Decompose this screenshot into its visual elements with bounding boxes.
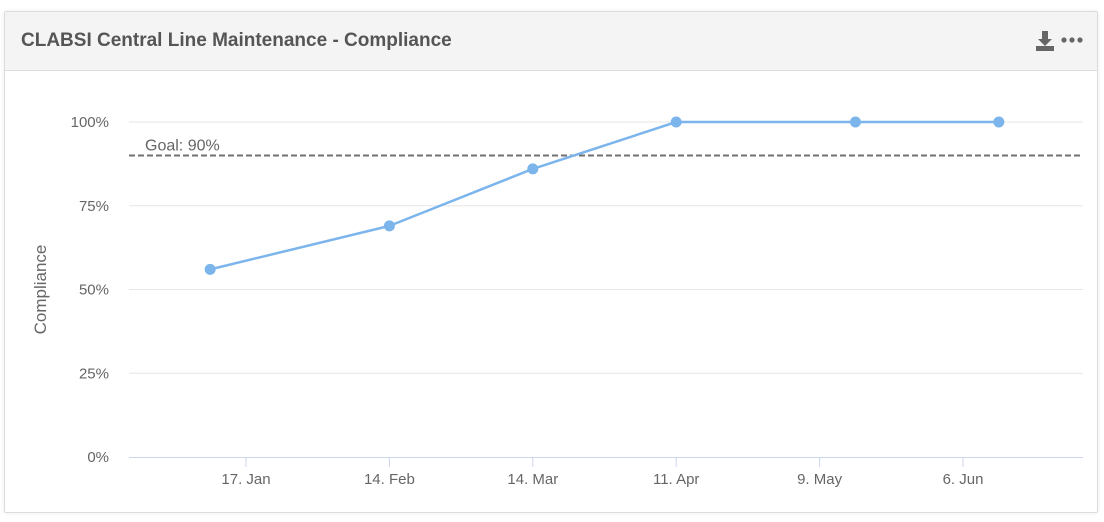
data-point xyxy=(383,220,395,232)
data-point xyxy=(849,116,861,128)
y-tick-label: 100% xyxy=(71,114,109,131)
x-tick-label: 14. Mar xyxy=(507,471,558,488)
y-tick-label: 0% xyxy=(87,449,109,466)
more-horizontal-icon xyxy=(1061,37,1083,43)
y-tick-label: 75% xyxy=(79,198,109,215)
chart-area: 0% 25% 50% 75% 100% 17. Jan 14. Feb 14. Mar 11. … xyxy=(5,71,1097,511)
x-tick-label: 6. Jun xyxy=(943,471,984,488)
chart-card: CLABSI Central Line Maintenance - Compli… xyxy=(4,11,1098,513)
series-line xyxy=(208,120,1001,271)
x-tick-label: 9. May xyxy=(797,471,843,488)
card-title: CLABSI Central Line Maintenance - Compli… xyxy=(21,30,452,51)
more-options-button[interactable] xyxy=(1059,29,1085,53)
y-axis-title: Compliance xyxy=(31,245,50,335)
y-tick-label: 50% xyxy=(79,282,109,299)
data-point xyxy=(204,263,216,275)
data-point xyxy=(993,116,1005,128)
data-point xyxy=(670,116,682,128)
goal-label: Goal: 90% xyxy=(145,138,220,155)
x-tick-label: 11. Apr xyxy=(653,471,699,488)
y-tick-label: 25% xyxy=(79,365,109,382)
line-chart: 0% 25% 50% 75% 100% 17. Jan 14. Feb 14. Mar 11. … xyxy=(31,114,1083,488)
card-header: CLABSI Central Line Maintenance - Compli… xyxy=(5,12,1097,71)
x-tick-label: 17. Jan xyxy=(221,471,270,488)
data-point xyxy=(527,163,539,175)
download-icon xyxy=(1036,31,1054,51)
download-button[interactable] xyxy=(1033,29,1057,53)
x-tick-label: 14. Feb xyxy=(364,471,415,488)
